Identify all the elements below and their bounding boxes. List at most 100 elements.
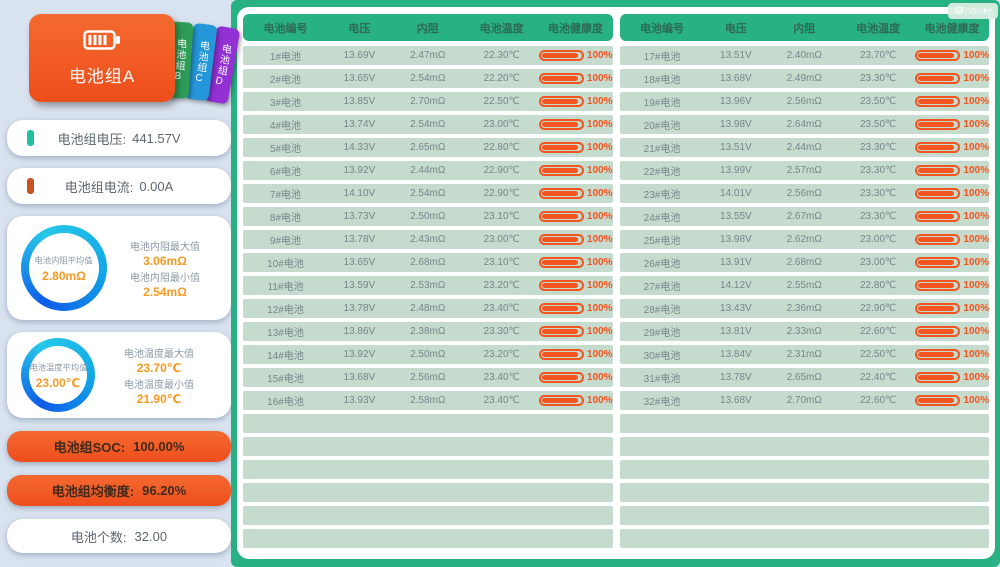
tab-battery-group-a[interactable]: 电池组A — [29, 14, 175, 102]
cell-voltage: 13.93V — [343, 395, 376, 406]
cell-voltage: 13.68V — [343, 372, 376, 383]
cell-health: 100% — [915, 257, 989, 268]
battery-count-label: 电池个数: — [70, 529, 127, 545]
cell-resistance: 2.33mΩ — [786, 326, 822, 337]
cell-resistance: 2.54mΩ — [410, 73, 446, 84]
cell-health: 100% — [538, 234, 613, 245]
cell-battery-id: 6#电池 — [269, 167, 302, 178]
health-bar-icon — [915, 165, 961, 176]
health-bar-icon — [915, 372, 961, 383]
cell-health: 100% — [915, 349, 989, 360]
cell-temperature: 23.20℃ — [483, 349, 520, 360]
cell-temperature: 22.50℃ — [860, 349, 897, 360]
health-bar-icon — [538, 234, 584, 245]
undo-icon[interactable]: ↩ — [982, 5, 992, 17]
cell-health: 100% — [538, 119, 613, 130]
cell-battery-id: 11#电池 — [267, 282, 304, 293]
cell-battery-id: 10#电池 — [267, 259, 304, 270]
cell-voltage: 13.68V — [720, 395, 752, 406]
cell-health: 100% — [915, 326, 989, 337]
cell-temperature: 22.20℃ — [483, 73, 520, 84]
table-header-row: 电池编号 电压 内阻 电池温度 电池健康度 — [619, 14, 989, 41]
health-percent: 100% — [586, 234, 613, 245]
cell-resistance: 2.47mΩ — [410, 50, 446, 61]
group-voltage-label: 电池组电压: — [57, 131, 127, 147]
table-row: 24#电池 13.55V 2.67mΩ 23.30℃ 100% — [619, 207, 989, 226]
cell-health: 100% — [538, 395, 612, 406]
health-percent: 100% — [586, 211, 613, 222]
health-percent: 100% — [963, 395, 989, 406]
cell-health: 100% — [915, 395, 989, 406]
table-row-empty — [243, 414, 613, 433]
table-row-empty — [619, 460, 989, 479]
cell-resistance: 2.36mΩ — [786, 303, 822, 314]
health-bar-icon — [538, 211, 584, 222]
cell-temperature: 23.50℃ — [860, 96, 897, 107]
soc-label: 电池组SOC: — [53, 440, 126, 455]
table-row: 21#电池 13.51V 2.44mΩ 23.30℃ 100% — [619, 138, 989, 157]
cell-resistance: 2.68mΩ — [786, 257, 822, 268]
balance-label: 电池组均衡度: — [51, 484, 135, 499]
table-row: 20#电池 13.98V 2.64mΩ 23.50℃ 100% — [619, 115, 989, 134]
health-bar-icon — [915, 326, 961, 337]
table-row-empty — [243, 529, 613, 548]
cell-temperature: 23.30℃ — [860, 73, 897, 84]
cell-voltage: 13.81V — [720, 326, 752, 337]
table-row: 11#电池 13.59V 2.53mΩ 23.20℃ 100% — [243, 276, 613, 295]
cell-voltage: 13.78V — [343, 234, 376, 245]
health-bar-icon — [538, 257, 584, 268]
group-voltage-card: 电池组电压: 441.57V — [7, 120, 231, 156]
table-row: 28#电池 13.43V 2.36mΩ 22.90℃ 100% — [619, 299, 989, 318]
cell-battery-id: 8#电池 — [269, 213, 302, 224]
cell-temperature: 23.00℃ — [483, 119, 520, 130]
cell-temperature: 22.90℃ — [860, 303, 897, 314]
cell-voltage: 13.78V — [343, 303, 376, 314]
health-bar-icon — [538, 326, 584, 337]
health-bar-icon — [538, 165, 584, 176]
cell-health: 100% — [915, 234, 989, 245]
health-percent: 100% — [963, 280, 989, 291]
health-percent: 100% — [586, 303, 613, 314]
cell-temperature: 23.40℃ — [483, 372, 520, 383]
resistance-minmax: 电池内阻最大值 3.06mΩ 电池内阻最小值 2.54mΩ — [107, 238, 223, 299]
table-row-empty — [243, 437, 613, 456]
cell-health: 100% — [538, 303, 613, 314]
table-row-empty — [619, 506, 989, 525]
health-percent: 100% — [586, 280, 613, 291]
gear-icon[interactable]: ⚙ — [954, 5, 965, 17]
health-percent: 100% — [586, 119, 613, 130]
table-row: 22#电池 13.99V 2.57mΩ 23.30℃ 100% — [619, 161, 989, 180]
current-icon — [27, 178, 34, 194]
home-icon[interactable]: ⌂ — [970, 5, 977, 17]
cell-temperature: 23.40℃ — [483, 303, 520, 314]
cell-battery-id: 5#电池 — [269, 144, 302, 155]
cell-temperature: 22.40℃ — [860, 372, 897, 383]
cell-resistance: 2.56mΩ — [786, 188, 822, 199]
cell-resistance: 2.56mΩ — [410, 372, 446, 383]
cell-voltage: 13.98V — [720, 119, 752, 130]
health-percent: 100% — [963, 234, 989, 245]
cell-health: 100% — [538, 349, 612, 360]
cell-health: 100% — [915, 303, 989, 314]
table-row: 9#电池 13.78V 2.43mΩ 23.00℃ 100% — [243, 230, 613, 249]
cell-voltage: 13.59V — [343, 280, 376, 291]
health-bar-icon — [915, 96, 961, 107]
cell-temperature: 23.70℃ — [860, 50, 897, 61]
table-row-empty — [619, 529, 989, 548]
cell-battery-id: 22#电池 — [643, 167, 681, 178]
cell-resistance: 2.50mΩ — [410, 349, 446, 360]
cell-battery-id: 23#电池 — [643, 190, 681, 201]
column-header: 电池健康度 — [924, 22, 980, 35]
cell-resistance: 2.44mΩ — [786, 142, 822, 153]
table-row-empty — [619, 414, 989, 433]
cell-resistance: 2.50mΩ — [410, 211, 446, 222]
cell-battery-id: 16#电池 — [267, 397, 304, 408]
table-row: 1#电池 13.69V 2.47mΩ 22.30℃ 100% — [243, 46, 613, 65]
cell-temperature: 23.00℃ — [483, 234, 520, 245]
cell-resistance: 2.53mΩ — [410, 280, 446, 291]
cell-resistance: 2.48mΩ — [410, 303, 446, 314]
cell-battery-id: 13#电池 — [267, 328, 304, 339]
health-bar-icon — [538, 119, 584, 130]
cell-temperature: 23.30℃ — [860, 142, 897, 153]
cell-voltage: 13.96V — [720, 96, 752, 107]
